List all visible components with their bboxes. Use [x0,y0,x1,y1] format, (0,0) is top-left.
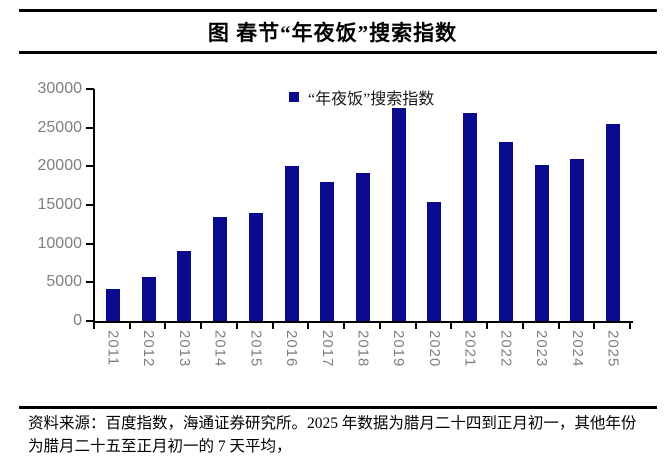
x-tick-mark [164,323,167,329]
bar-slot [309,89,345,321]
bar-slot [524,89,560,321]
x-tick-mark [593,323,596,329]
y-axis-line [93,89,95,323]
x-tick-label: 2012 [140,330,158,368]
y-tick-mark [86,165,94,168]
bar-2016 [284,165,299,321]
x-tick-label: 2022 [497,330,515,368]
x-tick-label: 2016 [283,330,301,368]
top-rule [19,9,657,12]
x-tick-mark [93,323,95,329]
y-tick-mark [86,242,94,245]
x-tick-label: 2023 [533,330,551,368]
bar-2023 [534,164,549,321]
bar-slot [95,89,131,321]
legend-label: “年夜饭”搜索指数 [308,91,435,108]
bar-slot [238,89,274,321]
y-tick-label: 20000 [37,157,83,175]
bar-2013 [177,251,192,321]
y-tick-mark [86,281,94,284]
y-tick-label: 15000 [37,196,83,213]
bar-slot [131,89,167,321]
bar-2018 [356,173,370,321]
y-tick-label: 10000 [37,234,83,252]
bar-2022 [498,141,513,321]
x-tick-mark [271,323,274,329]
bar-slot [345,89,381,321]
x-tick-mark [450,323,453,329]
bar-2017 [320,181,335,321]
x-tick-label: 2017 [318,330,336,368]
footer-rule [19,406,657,409]
x-tick-mark [521,323,524,329]
x-tick-mark [128,323,131,329]
x-tick-mark [486,323,489,329]
bar-slot [560,89,596,321]
bar-2015 [248,212,263,321]
bar-slot [381,89,417,321]
chart-title: 图 春节“年夜饭”搜索指数 [207,21,458,45]
bar-2024 [570,159,585,321]
x-tick-label: 2019 [390,330,408,368]
bar-2025 [606,123,621,321]
source-note: 资料来源：百度指数，海通证券研究所。2025 年数据为腊月二十四到正月初一，其他… [28,415,637,455]
x-tick-mark [629,323,631,329]
y-tick-label: 5000 [46,273,82,291]
y-tick-mark [86,88,94,90]
bar-2011 [105,289,120,321]
x-tick-mark [343,323,346,329]
bar-2020 [427,201,442,321]
bar-2021 [463,112,478,321]
bar-slot [166,89,202,321]
x-tick-label: 2014 [211,330,229,368]
bar-slot [202,89,238,321]
bar-2014 [213,217,228,321]
x-tick-mark [307,323,310,329]
x-tick-label: 2024 [568,330,586,368]
y-tick-label: 0 [73,312,82,329]
plot-area [95,89,631,321]
y-tick-label: 30000 [37,80,83,97]
legend-marker-icon [289,92,299,102]
x-tick-label: 2015 [247,330,265,368]
y-tick-mark [86,320,94,322]
x-tick-label: 2018 [354,330,372,368]
bar-2019 [391,108,406,321]
bar-slot [274,89,310,321]
x-tick-mark [235,323,238,329]
x-tick-mark [414,323,417,329]
y-tick-mark [86,204,94,206]
title-divider-rule [19,51,657,54]
chart-legend: “年夜饭”搜索指数 [289,85,434,109]
x-tick-label: 2013 [175,330,193,368]
x-tick-label: 2025 [604,330,622,368]
bar-slot [488,89,524,321]
bar-slot [452,89,488,321]
x-tick-label: 2011 [104,330,122,367]
x-tick-label: 2021 [461,330,479,368]
bar-2012 [141,276,156,321]
x-tick-mark [200,323,203,329]
bar-slot [417,89,453,321]
x-tick-mark [557,323,560,329]
bar-slot [595,89,631,321]
x-tick-mark [378,323,381,329]
y-tick-label: 25000 [37,118,83,136]
y-tick-mark [86,126,94,129]
x-tick-label: 2020 [425,330,443,368]
x-axis-line [93,321,633,323]
